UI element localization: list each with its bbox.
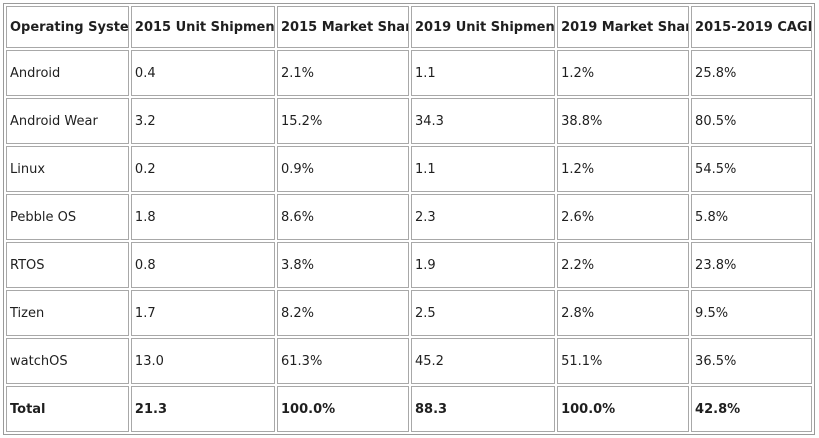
table-cell: 1.1 xyxy=(410,146,556,192)
header-row: Operating System 2015 Unit Shipments 201… xyxy=(6,6,812,48)
table-cell: 8.6% xyxy=(277,194,409,240)
table-cell: RTOS xyxy=(6,242,129,288)
header-operating-system: Operating System xyxy=(6,6,129,48)
table-cell: Tizen xyxy=(6,290,129,336)
table-cell: 2.3 xyxy=(410,194,556,240)
table-cell: Linux xyxy=(6,146,129,192)
table-cell: 2.2% xyxy=(557,242,690,288)
table-cell: 1.7 xyxy=(130,290,275,336)
table-cell: 8.2% xyxy=(277,290,409,336)
table-cell: 3.2 xyxy=(130,98,275,144)
table-cell: 2.5 xyxy=(410,290,556,336)
table-row: Linux 0.2 0.9% 1.1 1.2% 54.5% xyxy=(6,146,812,192)
header-2015-market-share: 2015 Market Share xyxy=(277,6,409,48)
header-2019-market-share: 2019 Market Share xyxy=(557,6,690,48)
table-cell: 0.4 xyxy=(130,50,275,96)
table-cell: 0.2 xyxy=(130,146,275,192)
table-cell: Android xyxy=(6,50,129,96)
table-cell: 36.5% xyxy=(691,338,812,384)
table-cell: 61.3% xyxy=(277,338,409,384)
table-cell: Android Wear xyxy=(6,98,129,144)
table-cell: 15.2% xyxy=(277,98,409,144)
table-cell: 45.2 xyxy=(410,338,556,384)
table-cell: 13.0 xyxy=(130,338,275,384)
table-cell: 0.8 xyxy=(130,242,275,288)
total-cell: 100.0% xyxy=(557,386,690,432)
table-row: Android Wear 3.2 15.2% 34.3 38.8% 80.5% xyxy=(6,98,812,144)
table-cell: 5.8% xyxy=(691,194,812,240)
table-cell: Pebble OS xyxy=(6,194,129,240)
table-row: Pebble OS 1.8 8.6% 2.3 2.6% 5.8% xyxy=(6,194,812,240)
total-cell: 88.3 xyxy=(410,386,556,432)
table-row: RTOS 0.8 3.8% 1.9 2.2% 23.8% xyxy=(6,242,812,288)
shipments-table: Operating System 2015 Unit Shipments 201… xyxy=(4,4,814,434)
table-cell: 34.3 xyxy=(410,98,556,144)
table-cell: 51.1% xyxy=(557,338,690,384)
table-cell: watchOS xyxy=(6,338,129,384)
total-cell: 42.8% xyxy=(691,386,812,432)
table-cell: 1.2% xyxy=(557,146,690,192)
table-cell: 38.8% xyxy=(557,98,690,144)
total-label-cell: Total xyxy=(6,386,129,432)
table-cell: 1.8 xyxy=(130,194,275,240)
header-2019-unit-shipments: 2019 Unit Shipments xyxy=(410,6,556,48)
table-cell: 25.8% xyxy=(691,50,812,96)
shipments-table-container: Operating System 2015 Unit Shipments 201… xyxy=(3,3,815,435)
table-cell: 2.8% xyxy=(557,290,690,336)
table-cell: 80.5% xyxy=(691,98,812,144)
table-cell: 1.2% xyxy=(557,50,690,96)
table-cell: 3.8% xyxy=(277,242,409,288)
total-cell: 21.3 xyxy=(130,386,275,432)
table-cell: 2.6% xyxy=(557,194,690,240)
table-cell: 23.8% xyxy=(691,242,812,288)
table-row: Android 0.4 2.1% 1.1 1.2% 25.8% xyxy=(6,50,812,96)
table-row: watchOS 13.0 61.3% 45.2 51.1% 36.5% xyxy=(6,338,812,384)
table-cell: 0.9% xyxy=(277,146,409,192)
table-cell: 1.1 xyxy=(410,50,556,96)
total-cell: 100.0% xyxy=(277,386,409,432)
total-row: Total 21.3 100.0% 88.3 100.0% 42.8% xyxy=(6,386,812,432)
header-2015-unit-shipments: 2015 Unit Shipments xyxy=(130,6,275,48)
table-cell: 54.5% xyxy=(691,146,812,192)
table-cell: 9.5% xyxy=(691,290,812,336)
table-row: Tizen 1.7 8.2% 2.5 2.8% 9.5% xyxy=(6,290,812,336)
table-cell: 1.9 xyxy=(410,242,556,288)
header-cagr: 2015-2019 CAGR xyxy=(691,6,812,48)
table-cell: 2.1% xyxy=(277,50,409,96)
